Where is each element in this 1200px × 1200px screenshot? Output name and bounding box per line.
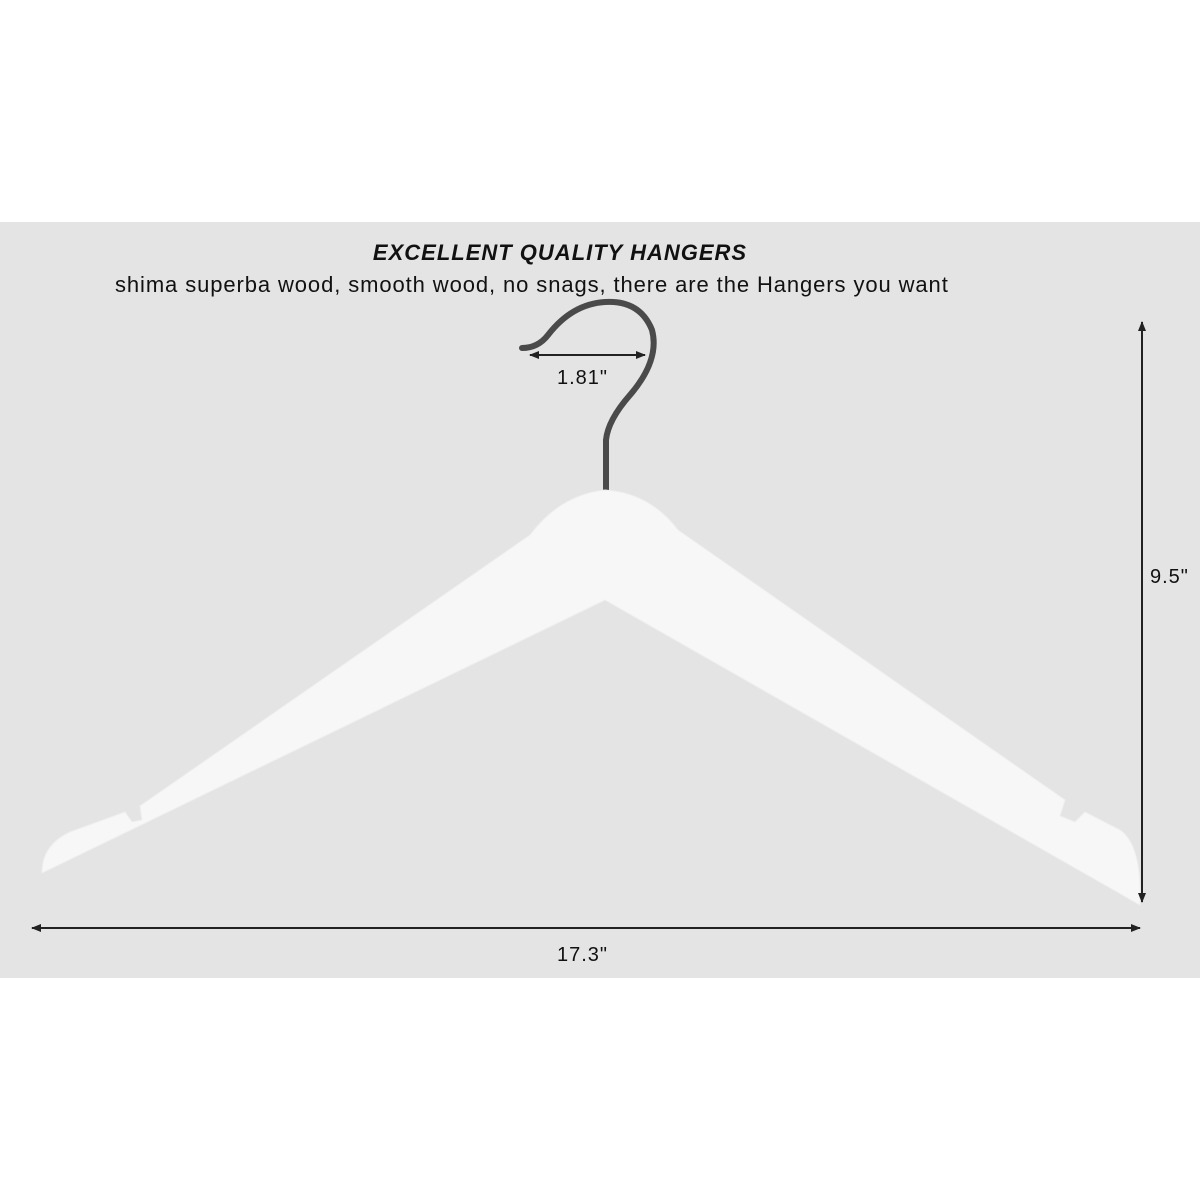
hanger-hook [519,298,657,493]
subheading: shima superba wood, smooth wood, no snag… [115,272,949,297]
hanger-body [41,489,1141,906]
heading: EXCELLENT QUALITY HANGERS [372,240,748,265]
height-label: 9.5" [1150,566,1189,588]
width-label: 17.3" [557,944,609,966]
hook-width-label: 1.81" [557,367,609,389]
